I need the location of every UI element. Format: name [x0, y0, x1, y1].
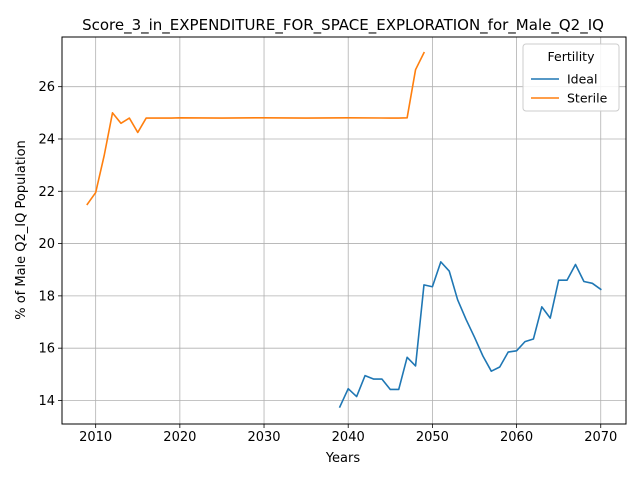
chart-title: Score_3_in_EXPENDITURE_FOR_SPACE_EXPLORA… [82, 16, 604, 35]
x-axis-label: Years [325, 451, 361, 466]
y-axis-label: % of Male Q2_IQ Population [14, 140, 29, 320]
y-tick-label: 20 [38, 237, 55, 252]
y-tick-label: 22 [38, 185, 55, 200]
x-tick-label: 2020 [163, 430, 196, 445]
y-tick-label: 16 [38, 342, 55, 357]
y-tick-label: 26 [38, 80, 55, 95]
series-line-sterile [86, 51, 426, 206]
legend-title: Fertility [548, 49, 596, 64]
y-axis: 14 16 18 20 22 24 26 [38, 80, 62, 409]
x-tick-label: 2030 [247, 430, 280, 445]
x-tick-label: 2060 [500, 430, 533, 445]
legend: Fertility Ideal Sterile [522, 43, 620, 112]
series-line-ideal [338, 261, 602, 409]
y-tick-label: 14 [38, 394, 55, 409]
legend-label-sterile: Sterile [567, 91, 608, 106]
x-tick-label: 2050 [416, 430, 449, 445]
plot-frame [61, 36, 627, 425]
y-tick-label: 24 [38, 132, 55, 147]
series-lines [86, 51, 602, 409]
legend-label-ideal: Ideal [567, 72, 597, 87]
y-tick-label: 18 [38, 289, 55, 304]
x-tick-label: 2070 [584, 430, 617, 445]
x-tick-label: 2040 [332, 430, 365, 445]
x-axis: 2010 2020 2030 2040 2050 2060 2070 [79, 424, 617, 445]
legend-box [522, 43, 620, 112]
x-tick-label: 2010 [79, 430, 112, 445]
